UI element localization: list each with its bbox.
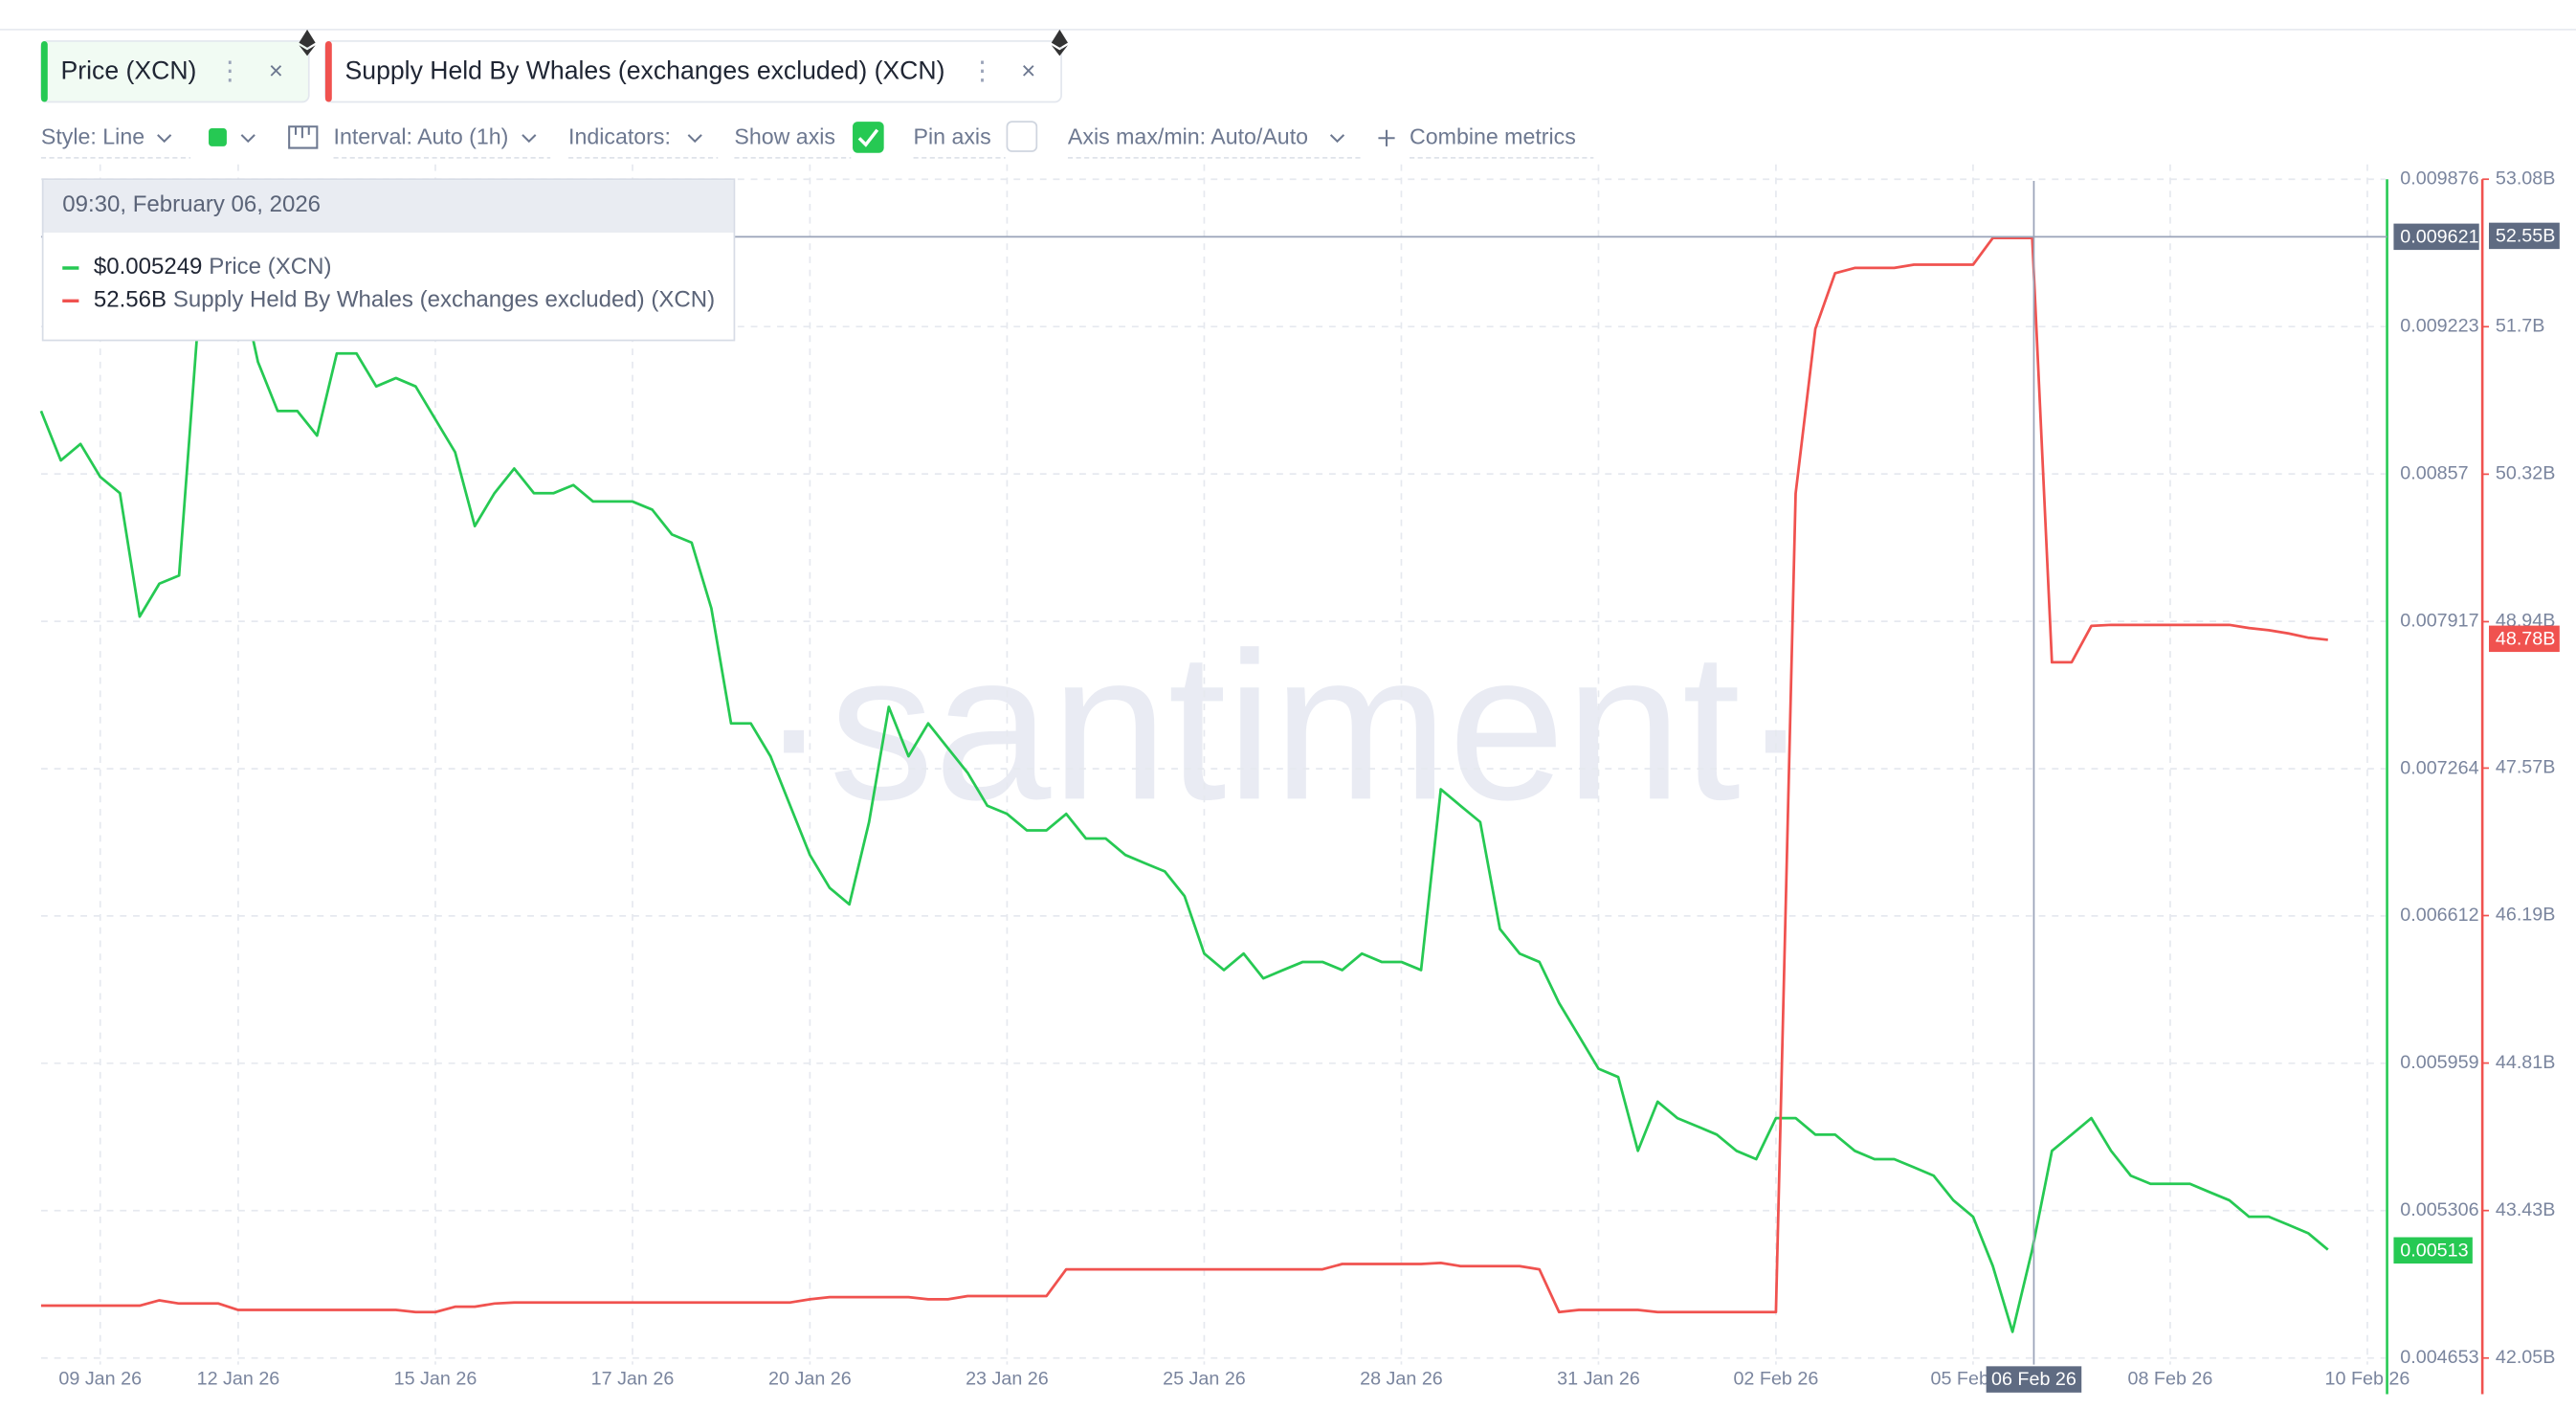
y2-tick-label: 51.7B [2496, 316, 2545, 337]
tab-menu[interactable]: ⋮ [217, 56, 243, 85]
y-tick-label: 0.007917 [2400, 610, 2478, 631]
y-tick-label: 0.007264 [2400, 757, 2478, 778]
interval-icon [288, 125, 319, 149]
tab-accent [324, 40, 332, 102]
x-tick-label: 31 Jan 26 [1557, 1368, 1640, 1389]
y-tick-label: 0.006612 [2400, 905, 2478, 926]
x-tick-label: 15 Jan 26 [394, 1368, 477, 1389]
crosshair-x-box [1986, 1366, 2082, 1393]
last-value-label: 0.00513 [2400, 1240, 2468, 1261]
x-tick-label: 10 Feb 26 [2325, 1368, 2410, 1389]
x-tick-label: 09 Jan 26 [58, 1368, 142, 1389]
tab-accent [40, 40, 48, 102]
x-tick-label: 17 Jan 26 [591, 1368, 675, 1389]
color-swatch[interactable] [209, 127, 227, 146]
show-axis-checkbox[interactable] [853, 122, 884, 153]
crosshair-y2-box [2489, 222, 2560, 250]
series-line [39, 270, 2329, 1333]
chevron [522, 134, 537, 144]
crosshair-x-label: 06 Feb 26 [1991, 1369, 2076, 1390]
y2-tick-label: 43.43B [2496, 1199, 2556, 1220]
tooltip-row: 52.56B Supply Held By Whales (exchanges e… [94, 287, 715, 313]
chevron [1329, 134, 1345, 144]
y-tick-label: 0.005306 [2400, 1199, 2478, 1220]
tab-label: Price (XCN) [61, 56, 197, 85]
series-line [40, 236, 2328, 1314]
tooltip-time: 09:30, February 06, 2026 [62, 191, 321, 217]
tooltip-row: $0.005249 Price (XCN) [94, 254, 332, 280]
x-tick-label: 28 Jan 26 [1360, 1368, 1443, 1389]
tab-menu[interactable]: ⋮ [969, 56, 995, 85]
tab-close[interactable]: × [269, 57, 283, 84]
check-mark [857, 128, 879, 147]
crosshair-y-label: 0.009621 [2400, 226, 2478, 247]
last-value-box [2489, 625, 2560, 653]
last-value-box [2393, 1237, 2473, 1264]
last-value-label: 48.78B [2496, 628, 2556, 649]
y2-tick-label: 53.08B [2496, 168, 2556, 189]
chevron [240, 134, 255, 144]
y2-tick-label: 44.81B [2496, 1052, 2556, 1073]
y-tick-label: 0.009223 [2400, 315, 2478, 336]
tooltip-series-name: Price (XCN) [209, 254, 331, 280]
chevron [687, 134, 702, 144]
y-tick-label: 0.009876 [2400, 168, 2478, 189]
x-tick-label: 08 Feb 26 [2128, 1368, 2213, 1389]
x-tick-label: 20 Jan 26 [768, 1368, 852, 1389]
tooltip-value: 52.56B [94, 287, 167, 313]
metric-tab[interactable]: Supply Held By Whales (exchanges exclude… [324, 29, 1068, 103]
x-tick-label: 12 Jan 26 [197, 1368, 280, 1389]
tooltip-header [43, 180, 734, 234]
toolbar-item[interactable]: Show axis [734, 123, 835, 148]
tooltip: 09:30, February 06, 2026 $0.005249 Price (… [41, 178, 736, 342]
toolbar-item[interactable]: Pin axis [914, 123, 991, 148]
pin-axis-checkbox[interactable] [1006, 121, 1038, 152]
tooltip-series-name: Supply Held By Whales (exchanges exclude… [173, 287, 715, 313]
y2-tick-label: 42.05B [2496, 1347, 2556, 1368]
eth-icon [1051, 29, 1068, 56]
toolbar-item[interactable]: Combine metrics [1410, 123, 1576, 148]
x-tick-label: 02 Feb 26 [1733, 1368, 1818, 1389]
toolbar-item[interactable]: Style: Line [41, 123, 144, 148]
watermark: ·santiment· [759, 608, 1810, 843]
chevron [157, 134, 172, 144]
y2-tick-label: 50.32B [2496, 463, 2556, 484]
toolbar-item[interactable]: Indicators: [568, 123, 671, 148]
tab-label: Supply Held By Whales (exchanges exclude… [345, 56, 945, 85]
toolbar-item[interactable]: Axis max/min: Auto/Auto [1068, 123, 1308, 148]
y-tick-label: 0.004653 [2400, 1347, 2478, 1368]
y-tick-label: 0.00857 [2400, 462, 2468, 483]
crosshair-y-box [2393, 223, 2479, 251]
y2-tick-label: 47.57B [2496, 757, 2556, 778]
crosshair-y2-label: 52.55B [2496, 225, 2556, 246]
y-tick-label: 0.005959 [2400, 1052, 2478, 1073]
tab-close[interactable]: × [1021, 57, 1035, 84]
x-tick-label: 25 Jan 26 [1163, 1368, 1246, 1389]
plus-icon [1378, 129, 1395, 146]
x-tick-label: 23 Jan 26 [966, 1368, 1049, 1389]
tooltip-value: $0.005249 [94, 254, 203, 280]
y2-tick-label: 46.19B [2496, 905, 2556, 926]
toolbar-item[interactable]: Interval: Auto (1h) [334, 123, 509, 148]
metric-tab[interactable]: Price (XCN) ⋮ × [40, 29, 316, 103]
